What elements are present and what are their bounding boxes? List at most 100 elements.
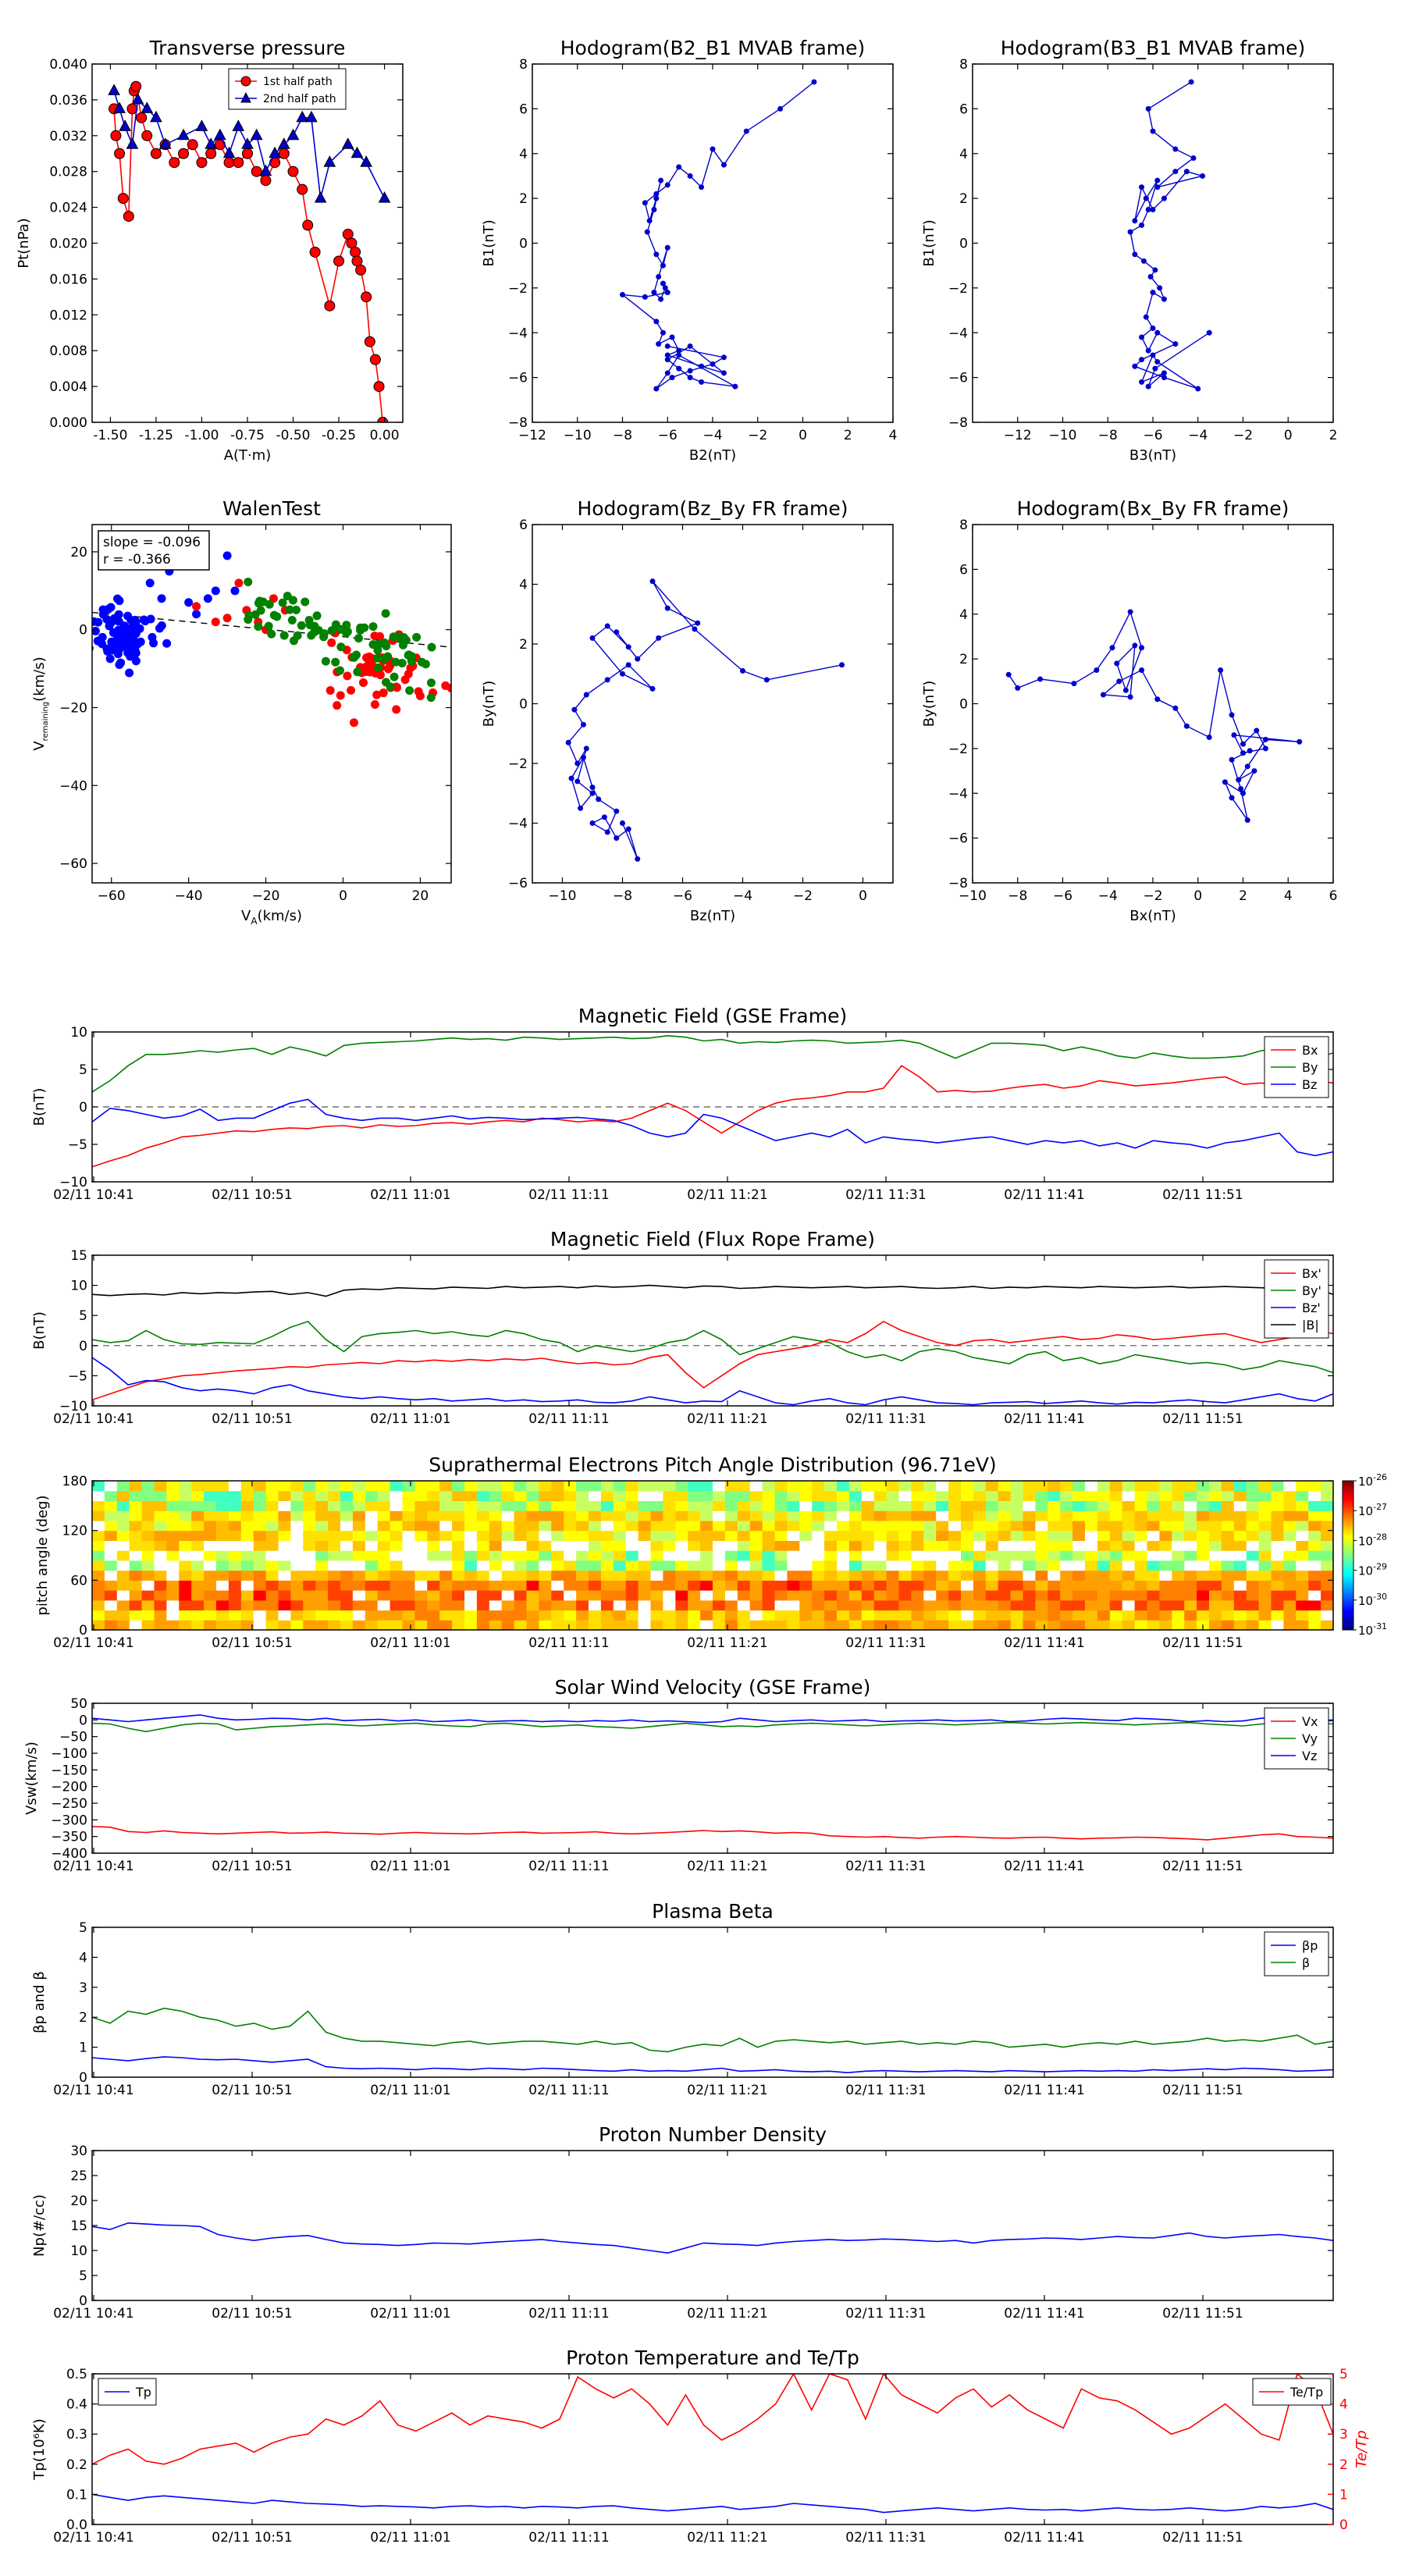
pad-cell (92, 1590, 105, 1601)
pad-cell (1159, 1590, 1172, 1601)
mag_fr-xtick-label: 02/11 10:51 (212, 1411, 292, 1427)
walen_test-point (146, 614, 155, 624)
beta-xtick-label: 02/11 11:21 (687, 2083, 767, 2098)
pad-cell (961, 1560, 974, 1571)
pad-cell (985, 1530, 999, 1541)
pad-cell (1159, 1570, 1172, 1581)
pad-cell (141, 1610, 155, 1621)
pad-cell (514, 1560, 528, 1571)
pad-cell (116, 1599, 130, 1611)
hodogram_b2_b1-point (710, 361, 716, 367)
pad-cell (539, 1590, 552, 1601)
pad-cell (1308, 1620, 1321, 1631)
mag_fr-ytick-label: −10 (59, 1399, 87, 1414)
pad-cell (352, 1481, 366, 1492)
pad-cell (1010, 1550, 1024, 1561)
pad-cell (179, 1560, 192, 1571)
pad-cell (377, 1599, 391, 1611)
hodogram_b3_b1-xtick-label: −12 (1004, 428, 1032, 443)
pad-cell (129, 1590, 143, 1601)
pad-cell (240, 1599, 254, 1611)
pad-cell (936, 1510, 949, 1521)
density-xtick-label: 02/11 11:41 (1004, 2306, 1084, 2322)
transverse_pressure-data (108, 80, 391, 422)
pad-cell (427, 1481, 440, 1492)
pad-cell (104, 1481, 118, 1492)
pad-cell (340, 1490, 354, 1501)
mag_gse-ylabel: B(nT) (31, 1088, 48, 1126)
walen_test-point (254, 599, 263, 608)
pad-cell (191, 1560, 205, 1571)
pad-cell (700, 1560, 713, 1571)
pad-cell (402, 1540, 415, 1551)
pad-cell (837, 1530, 850, 1541)
pad-cell (476, 1490, 490, 1501)
pad-cell (216, 1520, 229, 1532)
pad-cell (290, 1570, 304, 1581)
pad-cell (873, 1590, 887, 1601)
pad-cell (564, 1500, 577, 1511)
beta-legend-label: β (1302, 1955, 1310, 1970)
pad-cell (278, 1560, 291, 1571)
pad-cell (1010, 1610, 1024, 1621)
pad-cell (489, 1580, 503, 1591)
hodogram_bx_by-xtick-label: −4 (1098, 888, 1118, 904)
mag_fr-ytick-label: 15 (70, 1248, 87, 1264)
hodogram_b2_b1-point (720, 354, 727, 361)
pad-cell (749, 1560, 763, 1571)
hodogram_bz_by-point (589, 790, 596, 796)
pad-cell (1023, 1599, 1036, 1611)
pad-cell (886, 1570, 900, 1581)
hodogram_bx_by-panel: Hodogram(Bx_By FR frame)−10 −8 −6 −4 −2 0 2 4 6−… (921, 497, 1337, 924)
hodogram_bz_by-xtick-label: 0 (859, 888, 867, 904)
walen_test-ytick-label: −40 (59, 778, 87, 794)
mag_fr-series-Bx' (92, 1320, 1333, 1401)
pad-cell (837, 1610, 850, 1621)
walen_test-point (222, 614, 232, 623)
pad-cell (1221, 1490, 1235, 1501)
pad-cell (749, 1530, 763, 1541)
pad-cell (501, 1550, 515, 1561)
density-ytick-label: 5 (79, 2268, 87, 2284)
walen_test-point (368, 640, 378, 649)
pad-cell (526, 1590, 539, 1601)
pad-cell (576, 1599, 589, 1611)
walen_test-point (116, 658, 126, 667)
temperature-legend-label: Te/Tp (1289, 2385, 1323, 2400)
hodogram_bz_by-xtick-label: −2 (793, 888, 813, 904)
walen_test-point (370, 700, 379, 710)
vsw-ytick-label: −100 (51, 1746, 87, 1762)
pad-cell (141, 1620, 155, 1631)
pad-cell (303, 1560, 316, 1571)
pad-cell (1221, 1599, 1235, 1611)
pad-cell (389, 1550, 404, 1561)
pad-cell (1209, 1490, 1222, 1501)
hodogram_bz_by-point (625, 662, 631, 668)
pad-cell (1010, 1620, 1024, 1631)
pad-cell (998, 1500, 1012, 1511)
hodogram_bx_by-point (1071, 681, 1077, 687)
walen_test-point (406, 664, 415, 673)
pad-cell (613, 1540, 627, 1551)
pad-cell (1134, 1599, 1148, 1611)
hodogram_bz_by-xtick-label: −6 (673, 888, 692, 904)
pad-cell (452, 1490, 465, 1501)
pad-cell (936, 1540, 949, 1551)
pad-cell (116, 1540, 130, 1551)
transverse_pressure-xtick-label: -0.25 (322, 428, 356, 443)
walen_test-point (370, 632, 379, 641)
hodogram_bz_by-point (695, 620, 701, 626)
pad-cell (824, 1599, 838, 1611)
pad-cell (216, 1610, 229, 1621)
pad-cell (501, 1490, 515, 1501)
hodogram_b2_b1-point (642, 200, 648, 206)
hodogram_bx_by-point (1127, 694, 1133, 700)
pad-cell (551, 1610, 564, 1621)
pad-cell (613, 1490, 627, 1501)
mag_fr-legend-label: Bz' (1302, 1300, 1321, 1315)
pad-cell (526, 1500, 539, 1511)
walen_test-point (78, 643, 87, 652)
transverse_pressure-ytick-label: 0.028 (49, 165, 87, 180)
walen_test-xtick-label: 20 (412, 888, 429, 904)
pad-cell (1258, 1540, 1272, 1551)
